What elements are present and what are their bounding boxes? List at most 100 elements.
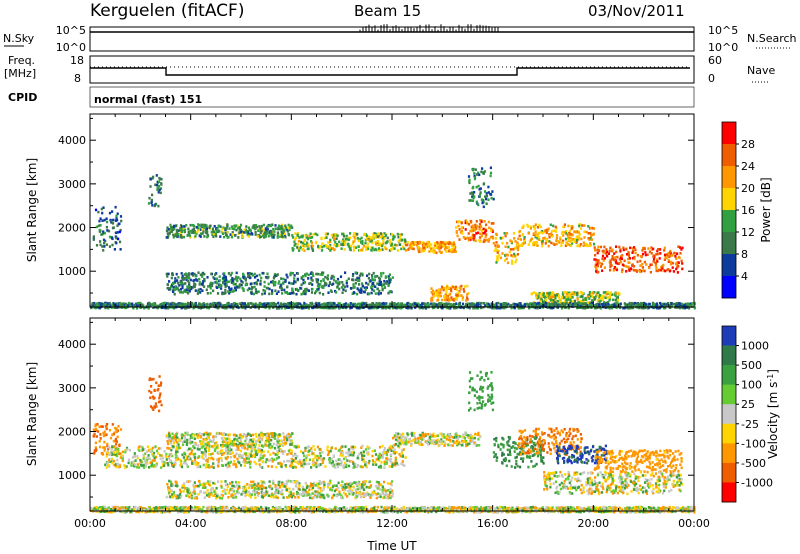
echo-cell (597, 259, 600, 262)
echo-cell (99, 437, 102, 440)
echo-cell (225, 303, 228, 307)
echo-cell (650, 263, 653, 266)
echo-cell (471, 303, 474, 306)
echo-cell (521, 244, 524, 247)
echo-cell (683, 304, 687, 307)
freq-trace (90, 67, 690, 76)
echo-cell (216, 432, 220, 435)
echo-cell (289, 441, 292, 445)
echo-cell (320, 237, 323, 241)
echo-cell (386, 236, 389, 240)
echo-cell (193, 231, 196, 235)
echo-cell (256, 303, 259, 307)
echo-cell (641, 303, 645, 307)
echo-cell (375, 242, 378, 246)
echo-cell (575, 238, 579, 242)
echo-cell (292, 282, 295, 285)
echo-cell (238, 231, 241, 234)
echo-cell (246, 443, 249, 446)
echo-cell (523, 236, 526, 239)
echo-cell (250, 443, 254, 447)
echo-cell (375, 302, 378, 306)
echo-cell (670, 254, 673, 257)
echo-cell (450, 298, 453, 302)
echo-cell (588, 301, 591, 304)
echo-cell (261, 303, 264, 307)
echo-cell (96, 302, 99, 305)
echo-cell (639, 303, 642, 306)
echo-cell (106, 220, 109, 224)
echo-cell (118, 230, 121, 234)
echo-cell (480, 234, 483, 238)
echo-cell (157, 204, 160, 208)
echo-cell (110, 219, 113, 222)
echo-cell (517, 237, 520, 241)
echo-cell (612, 269, 615, 272)
echo-cell (501, 252, 504, 255)
echo-cell (589, 226, 592, 230)
echo-cell (650, 248, 653, 251)
echo-cell (435, 291, 438, 294)
echo-cell (206, 230, 209, 233)
echo-cell (165, 236, 168, 239)
echo-cell (302, 281, 305, 285)
echo-cell (258, 448, 262, 451)
nave-label: Nave (747, 64, 775, 77)
echo-cell (472, 226, 475, 230)
echo-cell (409, 244, 412, 248)
echo-cell (180, 230, 184, 234)
echo-cell (610, 306, 614, 310)
echo-cell (221, 292, 224, 296)
echo-cell (543, 295, 546, 298)
echo-cell (613, 304, 616, 308)
echo-cell (474, 176, 477, 180)
echo-cell (188, 281, 191, 285)
echo-cell (188, 437, 191, 441)
echo-cell (602, 291, 605, 294)
colorbar-swatch (722, 232, 736, 255)
echo-cell (558, 300, 561, 304)
echo-cell (317, 272, 320, 276)
echo-cell (599, 307, 602, 310)
echo-cell (227, 304, 230, 308)
echo-cell (338, 240, 341, 244)
echo-cell (223, 278, 226, 281)
echo-cell (352, 234, 355, 238)
echo-cell (335, 244, 338, 248)
echo-cell (200, 440, 203, 444)
echo-cell (497, 249, 500, 253)
echo-cell (280, 277, 283, 280)
echo-cell (510, 259, 514, 263)
echo-cell (175, 444, 179, 448)
echo-cell (103, 430, 106, 433)
colorbar-swatch (722, 254, 736, 277)
echo-cell (416, 242, 420, 246)
echo-cell (363, 302, 366, 305)
echo-cell (150, 378, 153, 381)
echo-cell (558, 304, 561, 308)
echo-cell (259, 304, 262, 308)
echo-cell (391, 247, 394, 250)
echo-cell (257, 439, 260, 442)
echo-cell (352, 242, 355, 245)
echo-cell (322, 285, 325, 288)
echo-cell (99, 217, 102, 220)
echo-cell (150, 200, 153, 203)
echo-cell (229, 439, 232, 443)
echo-cell (94, 424, 97, 428)
echo-cell (215, 272, 218, 275)
echo-cell (102, 431, 105, 435)
echo-cell (262, 229, 265, 232)
echo-cell (397, 239, 400, 243)
echo-cell (187, 230, 190, 234)
echo-cell (667, 258, 670, 262)
echo-cell (116, 218, 119, 222)
echo-cell (175, 224, 178, 227)
echo-cell (247, 226, 250, 230)
echo-cell (201, 433, 204, 436)
echo-cell (573, 230, 576, 233)
echo-cell (477, 184, 480, 188)
echo-cell (254, 230, 257, 234)
echo-cell (535, 241, 539, 244)
echo-cell (304, 245, 307, 248)
